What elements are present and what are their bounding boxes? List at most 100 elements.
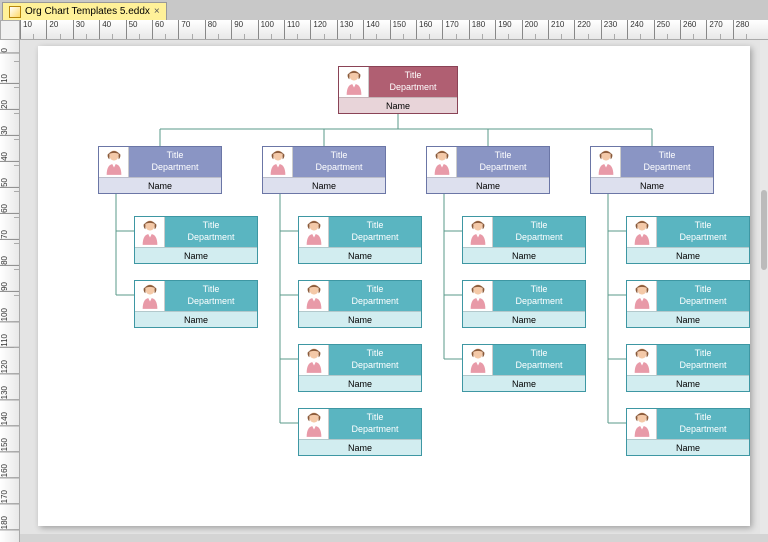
org-node-employee[interactable]: TitleDepartmentName xyxy=(626,408,750,456)
org-node-employee[interactable]: TitleDepartmentName xyxy=(626,344,750,392)
node-department: Department xyxy=(679,296,726,308)
org-node-employee[interactable]: TitleDepartment Name xyxy=(298,280,422,328)
node-title: Title xyxy=(367,220,384,232)
document-tab[interactable]: Org Chart Templates 5.eddx × xyxy=(2,2,167,20)
org-node-employee[interactable]: TitleDepartment Name xyxy=(462,280,586,328)
avatar-icon xyxy=(299,345,329,375)
node-title-block: TitleDepartment xyxy=(165,281,257,311)
org-node-employee[interactable]: TitleDepartmentName xyxy=(462,344,586,392)
node-department: Department xyxy=(187,232,234,244)
org-node-employee[interactable]: TitleDepartmentName xyxy=(134,280,258,328)
tab-filename: Org Chart Templates 5.eddx xyxy=(25,6,150,17)
avatar-icon xyxy=(427,147,457,177)
node-title-block: TitleDepartment xyxy=(457,147,549,177)
canvas[interactable]: TitleDepartmentNameTitleDepartmentNameTi… xyxy=(20,40,760,534)
node-department: Department xyxy=(315,162,362,174)
avatar-icon xyxy=(299,281,329,311)
node-name: Name xyxy=(463,311,585,327)
avatar-icon xyxy=(135,217,165,247)
avatar-icon xyxy=(299,217,329,247)
node-title: Title xyxy=(331,150,348,162)
horizontal-ruler: 1020304050607080901001101201301401501601… xyxy=(20,20,768,40)
org-node-manager[interactable]: TitleDepartmentName xyxy=(262,146,386,194)
node-department: Department xyxy=(351,424,398,436)
node-department: Department xyxy=(351,360,398,372)
node-department: Department xyxy=(187,296,234,308)
node-title: Title xyxy=(695,284,712,296)
node-department: Department xyxy=(679,360,726,372)
org-node-employee[interactable]: TitleDepartmentName xyxy=(298,216,422,264)
org-node-employee[interactable]: TitleDepartmentName xyxy=(134,216,258,264)
node-title-block: TitleDepartment xyxy=(129,147,221,177)
node-title-block: TitleDepartment xyxy=(657,217,749,247)
node-name: Name xyxy=(299,375,421,391)
node-department: Department xyxy=(351,296,398,308)
avatar-icon xyxy=(339,67,369,97)
node-title: Title xyxy=(531,284,548,296)
node-title: Title xyxy=(367,284,384,296)
org-node-employee[interactable]: TitleDepartmentName xyxy=(462,216,586,264)
node-title-block: TitleDepartment xyxy=(493,217,585,247)
node-title: Title xyxy=(203,220,220,232)
node-title: Title xyxy=(167,150,184,162)
avatar-icon xyxy=(463,345,493,375)
avatar-icon xyxy=(135,281,165,311)
node-title-block: TitleDepartment xyxy=(657,409,749,439)
org-node-employee[interactable]: TitleDepartmentName xyxy=(626,280,750,328)
node-title: Title xyxy=(367,348,384,360)
node-department: Department xyxy=(389,82,436,94)
node-title-block: TitleDepartment xyxy=(621,147,713,177)
node-name: Name xyxy=(627,439,749,455)
node-title-block: TitleDepartment xyxy=(657,281,749,311)
node-title-block: TitleDepartment xyxy=(493,345,585,375)
node-name: Name xyxy=(135,247,257,263)
node-title: Title xyxy=(405,70,422,82)
page[interactable]: TitleDepartmentNameTitleDepartmentNameTi… xyxy=(38,46,750,526)
node-name: Name xyxy=(135,311,257,327)
node-name: Name xyxy=(591,177,713,193)
node-department: Department xyxy=(151,162,198,174)
node-name: Name xyxy=(299,247,421,263)
vertical-scrollbar[interactable] xyxy=(760,40,768,534)
org-node-employee[interactable]: TitleDepartmentName xyxy=(298,408,422,456)
node-name: Name xyxy=(99,177,221,193)
node-title-block: TitleDepartment xyxy=(329,217,421,247)
org-node-manager[interactable]: TitleDepartmentName xyxy=(590,146,714,194)
avatar-icon xyxy=(99,147,129,177)
node-title: Title xyxy=(495,150,512,162)
org-node-employee[interactable]: TitleDepartmentName xyxy=(626,216,750,264)
node-title-block: TitleDepartment xyxy=(329,345,421,375)
avatar-icon xyxy=(299,409,329,439)
node-name: Name xyxy=(627,247,749,263)
node-title-block: TitleDepartment xyxy=(293,147,385,177)
org-node-manager[interactable]: TitleDepartmentName xyxy=(98,146,222,194)
node-title: Title xyxy=(695,220,712,232)
node-title: Title xyxy=(695,412,712,424)
avatar-icon xyxy=(463,281,493,311)
avatar-icon xyxy=(591,147,621,177)
node-title-block: TitleDepartment xyxy=(657,345,749,375)
node-name: Name xyxy=(299,311,421,327)
close-icon[interactable]: × xyxy=(154,6,160,17)
org-node-root[interactable]: TitleDepartment Name xyxy=(338,66,458,114)
node-title: Title xyxy=(695,348,712,360)
node-name: Name xyxy=(263,177,385,193)
node-department: Department xyxy=(643,162,690,174)
node-name: Name xyxy=(463,375,585,391)
avatar-icon xyxy=(627,281,657,311)
org-node-manager[interactable]: TitleDepartmentName xyxy=(426,146,550,194)
node-name: Name xyxy=(299,439,421,455)
node-department: Department xyxy=(515,232,562,244)
node-department: Department xyxy=(515,296,562,308)
node-name: Name xyxy=(627,375,749,391)
file-icon xyxy=(9,6,21,18)
org-node-employee[interactable]: TitleDepartmentName xyxy=(298,344,422,392)
avatar-icon xyxy=(627,217,657,247)
node-title-block: TitleDepartment xyxy=(165,217,257,247)
node-name: Name xyxy=(339,97,457,113)
node-title: Title xyxy=(203,284,220,296)
node-title: Title xyxy=(659,150,676,162)
node-name: Name xyxy=(427,177,549,193)
avatar-icon xyxy=(463,217,493,247)
scrollbar-thumb[interactable] xyxy=(761,190,767,270)
